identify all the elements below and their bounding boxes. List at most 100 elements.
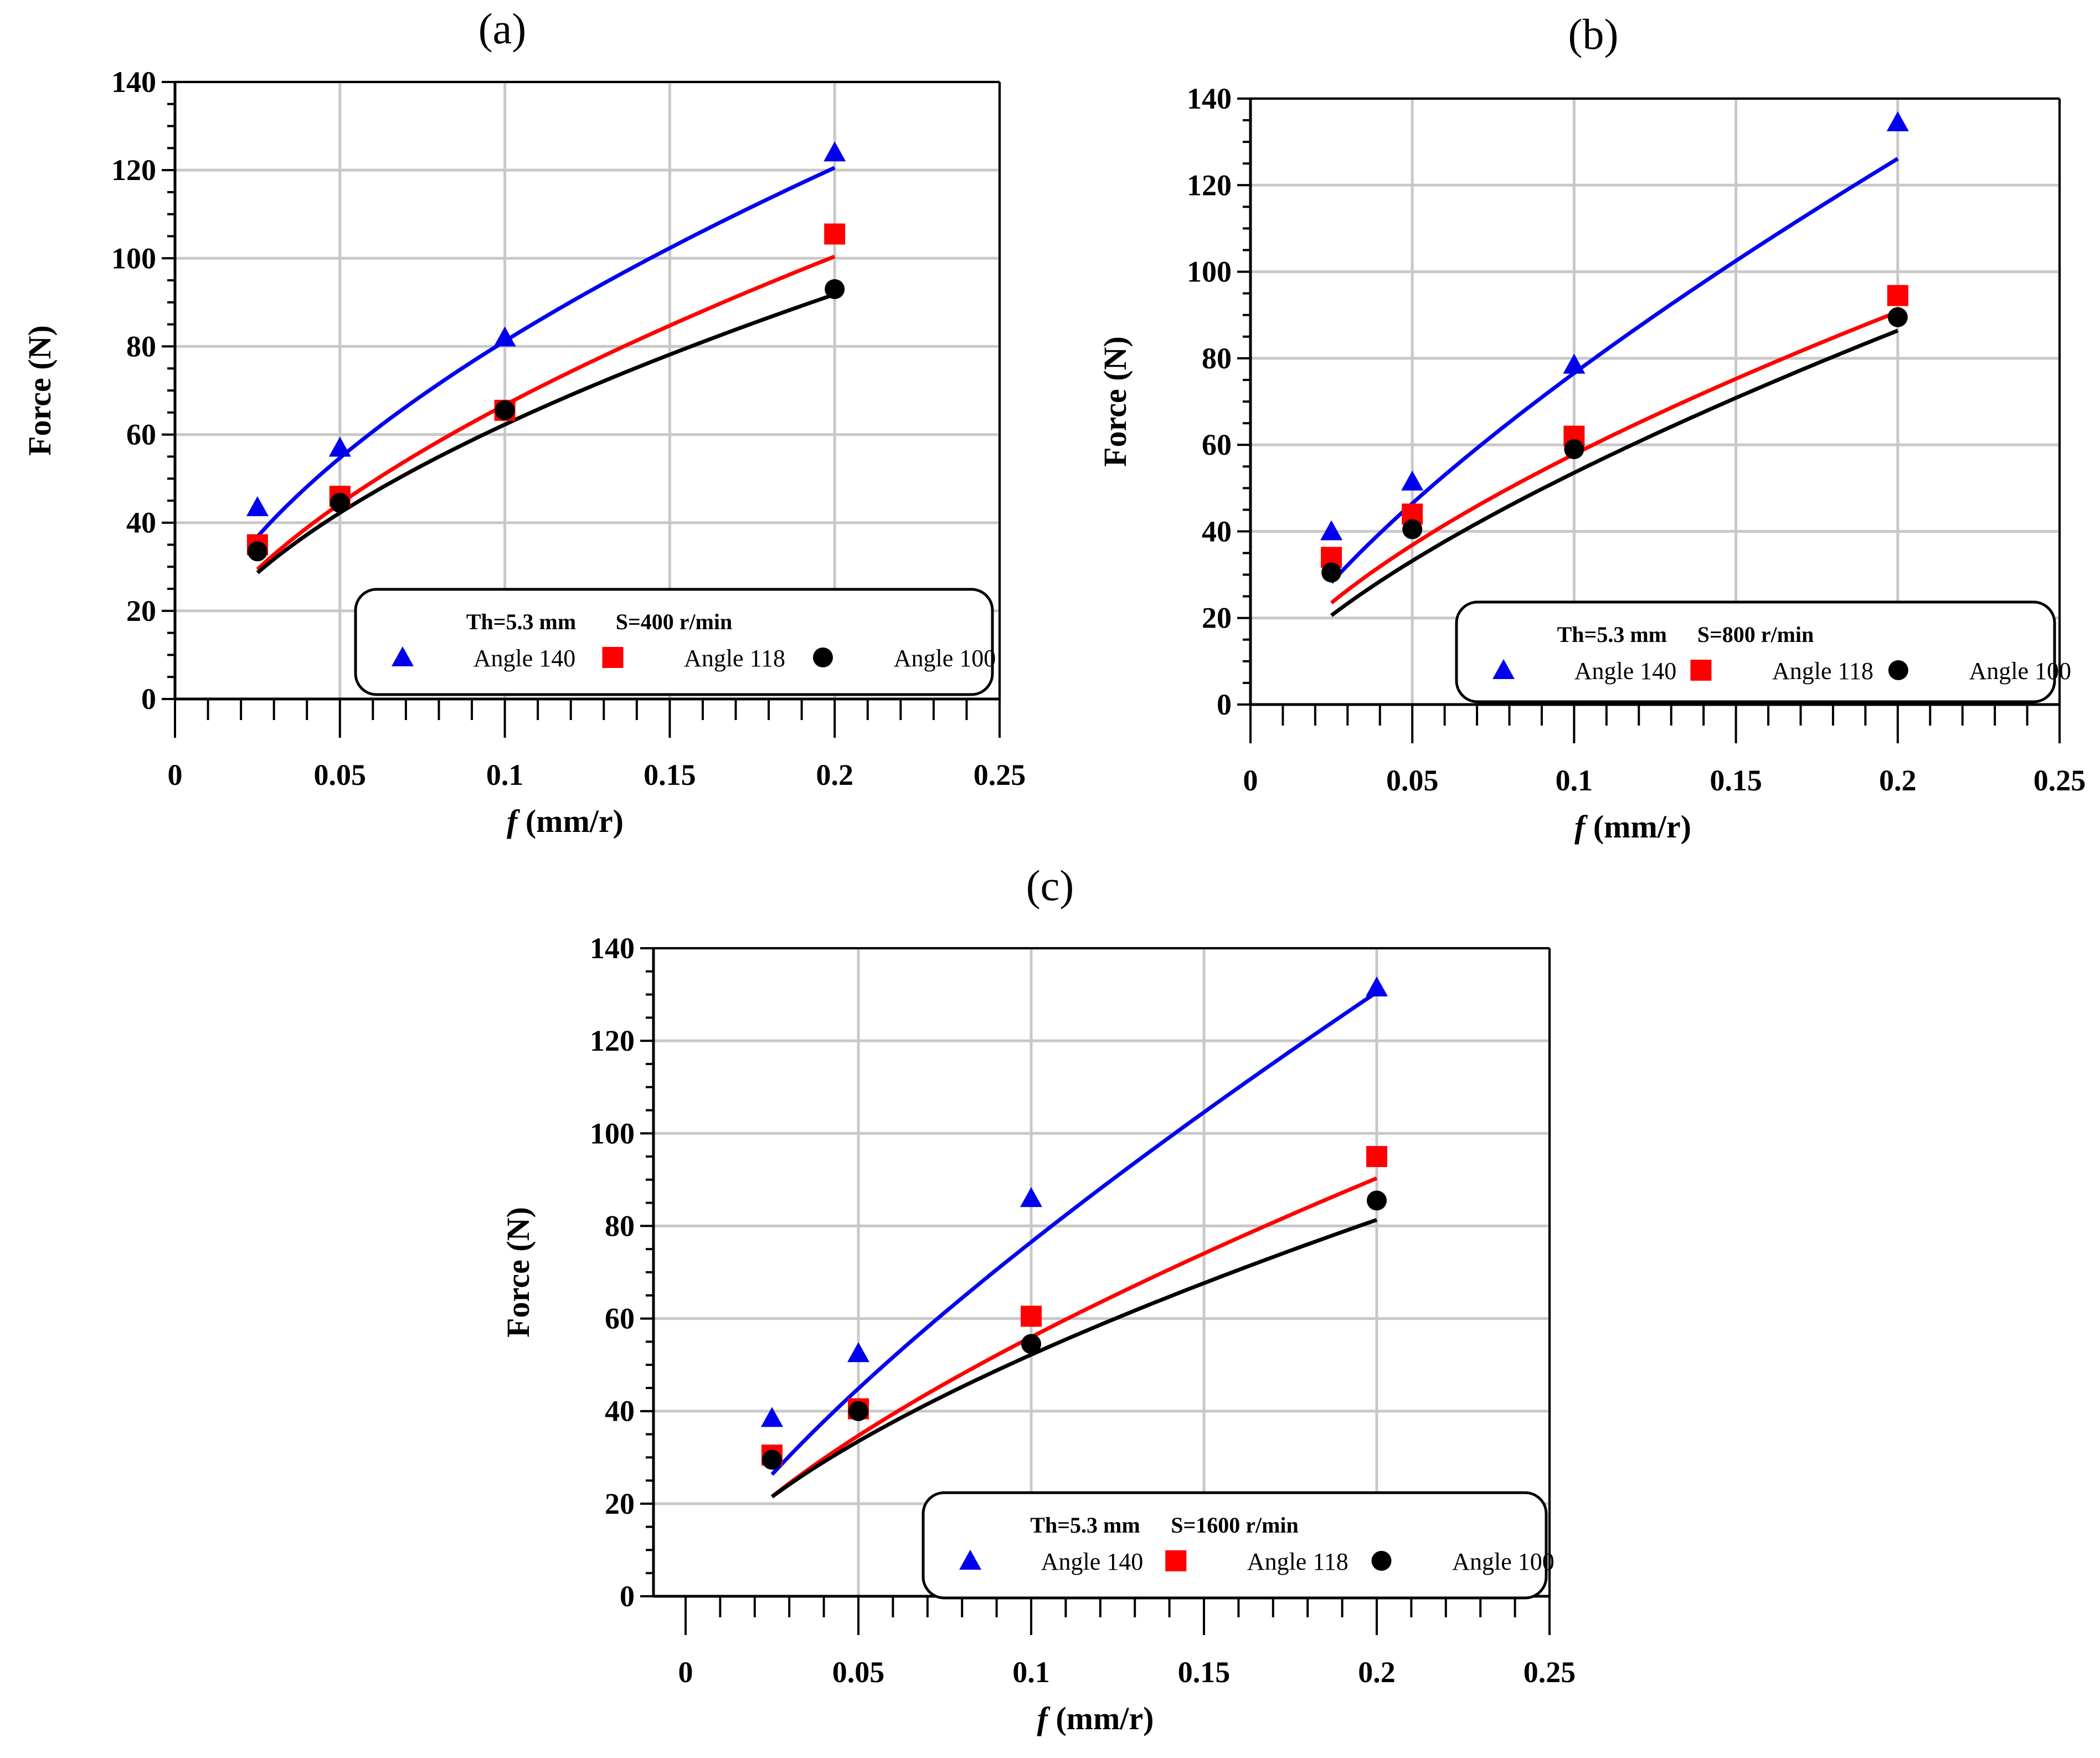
y-tick-label: 120 [1187, 168, 1232, 202]
y-tick-label: 40 [1202, 515, 1232, 548]
y-tick-label: 120 [111, 153, 156, 187]
x-tick-label: 0.15 [1178, 1656, 1231, 1689]
y-tick-label: 140 [1187, 82, 1232, 115]
data-point-angle-140 [328, 436, 351, 457]
legend-entry-label: Angle 140 [1574, 657, 1677, 685]
fit-curve-angle-118 [256, 254, 836, 571]
data-point-angle-100 [762, 1449, 782, 1470]
x-tick-label: 0.1 [1012, 1656, 1050, 1689]
x-axis-unit: (mm/r) [1585, 809, 1691, 845]
legend-box [1455, 600, 2056, 703]
y-tick-label: 40 [126, 506, 156, 539]
legend-entry-label: Angle 100 [1452, 1548, 1555, 1575]
x-tick-label: 0.15 [644, 758, 696, 791]
fit-curve-angle-140 [256, 166, 836, 538]
y-tick-label: 60 [605, 1302, 635, 1335]
y-tick-label: 20 [1202, 602, 1232, 635]
x-tick-label: 0.2 [816, 758, 853, 791]
chart-panel-c: (c) 0 20 40 60 80 100 120 140 0 0.05 0.1 0.15 0.2 0.25… [500, 861, 1576, 1736]
y-tick-label: 80 [605, 1209, 635, 1242]
legend-marker-angle-140 [1492, 659, 1515, 679]
fit-curve-angle-118 [770, 1176, 1378, 1498]
y-tick-label: 60 [1202, 428, 1232, 461]
x-tick-label: 0.25 [974, 758, 1026, 791]
data-point-angle-100 [1887, 307, 1908, 327]
legend-marker-angle-118 [602, 647, 624, 668]
legend-entry-label: Angle 118 [1247, 1548, 1348, 1575]
data-point-angle-100 [1367, 1190, 1387, 1211]
fit-curve-angle-100 [770, 1218, 1378, 1499]
x-tick-label: 0.15 [1710, 764, 1762, 797]
x-axis-title: f (mm/r) [507, 803, 624, 839]
chart-panel-b: (b) 0 20 40 60 80 100 120 140 0 0.05 0.1 0.15 0.2 0.25… [1097, 10, 2086, 845]
legend-marker-angle-118 [1165, 1550, 1187, 1571]
data-point-angle-140 [246, 496, 269, 516]
legend-marker-angle-118 [1690, 660, 1712, 681]
y-tick-label: 100 [590, 1117, 635, 1150]
x-tick-label: 0 [168, 758, 183, 791]
legend-entry-label: Angle 140 [473, 645, 576, 672]
chart-panel-a: (a) 0 20 40 60 80 100 120 140 0 0.05 0.1 0.15 0.2 0.25… [22, 4, 1026, 839]
x-axis-title: f (mm/r) [1037, 1700, 1154, 1736]
y-tick-label: 0 [620, 1580, 635, 1613]
fit-curve-angle-140 [770, 990, 1378, 1476]
fit-curve-angle-100 [256, 292, 836, 574]
data-point-angle-140 [823, 141, 846, 162]
data-point-angle-140 [1886, 111, 1909, 131]
data-point-angle-140 [1401, 470, 1424, 491]
legend-box [354, 588, 994, 696]
y-tick-label: 40 [605, 1395, 635, 1428]
x-tick-label: 0.05 [1386, 764, 1439, 797]
legend-entry-label: Angle 100 [1969, 657, 2072, 685]
data-point-angle-140 [761, 1407, 783, 1427]
data-point-angle-140 [1366, 976, 1388, 997]
data-point-angle-100 [1321, 562, 1342, 583]
legend-entry-label: Angle 118 [684, 645, 785, 672]
data-point-angle-118 [1021, 1305, 1042, 1327]
panel-label: (a) [478, 4, 527, 53]
y-axis-title: Force (N) [22, 325, 58, 456]
fit-curve-angle-100 [1330, 328, 1899, 618]
legend-conditions: Th=5.3 mm [1030, 1513, 1140, 1538]
legend-marker-angle-100 [1371, 1551, 1392, 1571]
legend-entry-label: Angle 140 [1041, 1548, 1144, 1575]
legend-marker-angle-100 [1888, 660, 1908, 680]
data-point-angle-100 [330, 492, 350, 513]
legend-marker-angle-100 [813, 647, 833, 667]
x-tick-label: 0 [678, 1656, 693, 1689]
legend-conditions: Th=5.3 mm [466, 609, 576, 634]
x-tick-label: 0 [1243, 764, 1258, 797]
data-point-angle-118 [1366, 1146, 1387, 1168]
data-point-angle-100 [1402, 519, 1423, 539]
y-tick-label: 0 [1217, 688, 1232, 721]
data-point-angle-100 [495, 400, 515, 420]
legend-marker-angle-140 [959, 1550, 981, 1570]
x-tick-label: 0.05 [832, 1656, 885, 1689]
data-point-angle-140 [1020, 1187, 1042, 1207]
fit-curve-angle-140 [1330, 157, 1899, 584]
y-tick-label: 80 [1202, 342, 1232, 375]
legend-entry-label: Angle 118 [1772, 657, 1873, 685]
x-tick-label: 0.2 [1879, 764, 1917, 797]
legend: Th=5.3 mm S=1600 r/min Angle 140 Angle 118 A… [922, 1491, 1555, 1600]
data-point-angle-100 [1564, 439, 1584, 459]
data-point-angle-100 [825, 279, 845, 299]
y-tick-label: 20 [126, 594, 156, 628]
y-tick-label: 60 [126, 418, 156, 451]
data-point-angle-140 [1320, 520, 1343, 541]
data-point-angle-100 [1021, 1334, 1041, 1354]
panel-label: (b) [1568, 10, 1619, 58]
panel-label: (c) [1026, 861, 1074, 909]
legend-marker-angle-140 [392, 646, 414, 666]
y-tick-label: 120 [590, 1024, 635, 1057]
x-axis-title: f (mm/r) [1574, 809, 1691, 845]
x-tick-label: 0.1 [486, 758, 524, 791]
legend-conditions: Th=5.3 mm [1557, 622, 1667, 647]
y-tick-label: 100 [111, 241, 156, 275]
y-tick-label: 100 [1187, 255, 1232, 289]
x-tick-label: 0.1 [1556, 764, 1593, 797]
y-tick-label: 20 [605, 1487, 635, 1520]
y-tick-label: 0 [141, 682, 156, 716]
